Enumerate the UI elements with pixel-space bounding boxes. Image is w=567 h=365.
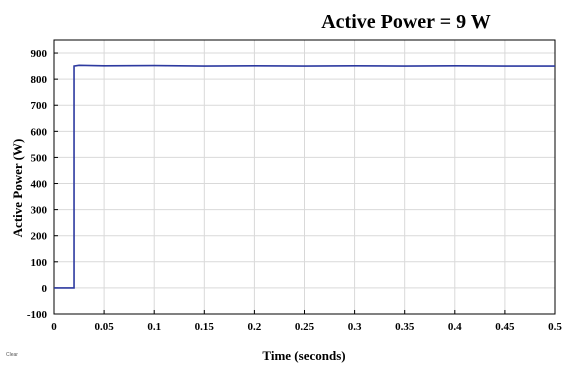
y-tick-label: 700 [31,100,48,112]
chart-title: Active Power = 9 W [321,11,491,33]
x-tick-label: 0 [51,321,57,333]
y-tick-label: 500 [31,152,48,164]
x-axis-label: Time (seconds) [262,348,345,363]
y-tick-label: 900 [31,48,48,60]
y-tick-label: 800 [31,74,48,86]
y-tick-label: 600 [31,126,48,138]
tick-labels: 0 0.05 0.1 0.15 0.2 0.25 0.3 0.35 0.4 0.45 0.5 -100… [27,48,563,333]
x-tick-label: 0.35 [395,321,415,333]
x-tick-label: 0.2 [248,321,262,333]
x-tick-label: 0.25 [295,321,315,333]
x-tick-label: 0.4 [448,321,462,333]
series-layer [54,64,555,289]
x-tick-label: 0.05 [94,321,114,333]
y-tick-label: -100 [27,309,48,321]
x-tick-label: 0.15 [195,321,215,333]
axis-ticks [53,52,556,315]
footnote-text: Clear [6,352,18,358]
y-tick-label: 400 [31,179,48,191]
y-axis-label: Active Power (W) [10,139,25,238]
x-tick-label: 0.3 [348,321,362,333]
series-line [54,64,555,289]
grid-lines [54,40,555,315]
y-tick-label: 100 [31,257,48,269]
y-tick-label: 300 [31,205,48,217]
x-tick-label: 0.5 [548,321,562,333]
y-tick-label: 0 [42,283,48,295]
x-tick-label: 0.45 [495,321,515,333]
x-tick-label: 0.1 [147,321,161,333]
y-tick-label: 200 [31,231,48,243]
